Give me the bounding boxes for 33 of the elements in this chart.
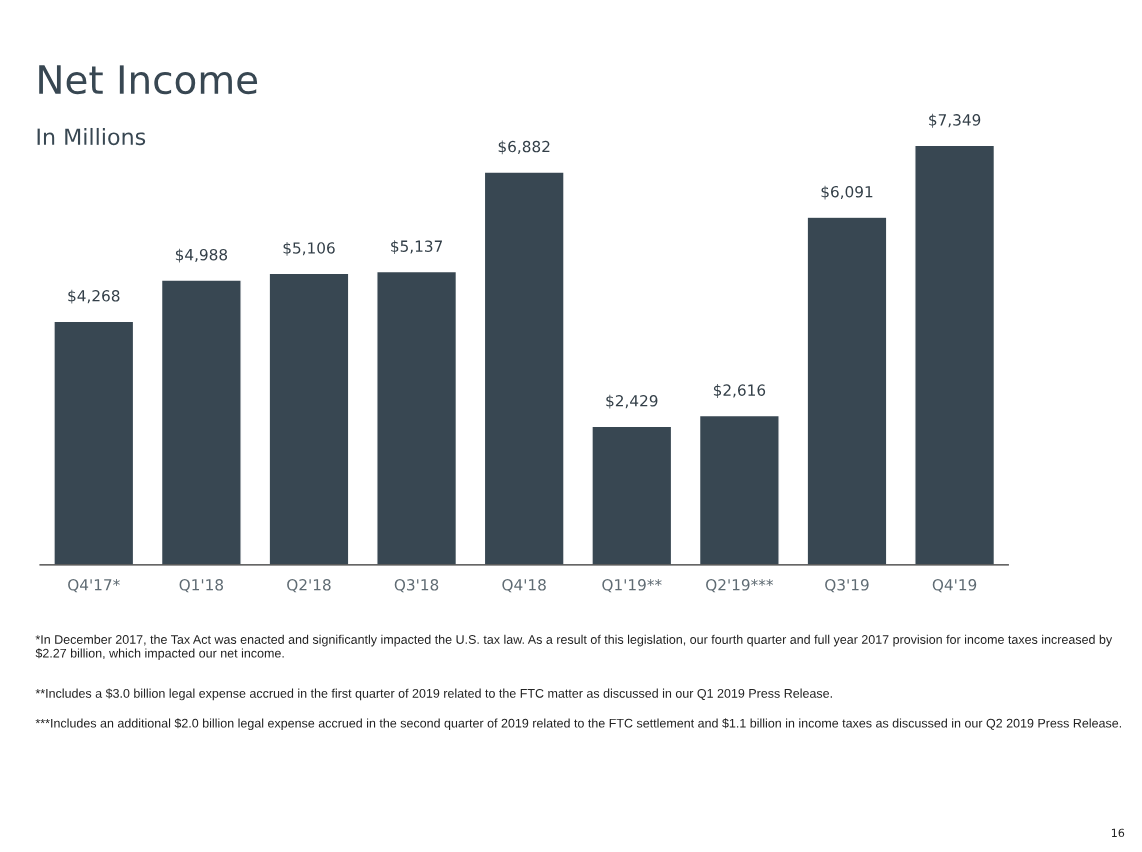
data-label: $2,429 — [606, 394, 658, 409]
text: **Includes a $3.0 billion legal expense accrued in the first quarter of 2019 related to the FTC matter as discussed in our Q1 2019 Press Release. — [35, 688, 832, 701]
bar — [806, 216, 888, 565]
text: *In December 2017, the Tax Act was enacted and significantly impacted the U.S. tax law. As a result of this legislation, our fourth quarter and full year 2017 provision for income taxes increased by $2.27 billion, which impacted our net income. — [35, 634, 1113, 661]
x-tick-label: Q2'18 — [287, 579, 331, 593]
data-label: $6,091 — [821, 185, 873, 200]
data-label: $4,268 — [68, 289, 120, 304]
chart-subtitle: In Millions — [37, 127, 146, 146]
bar — [268, 272, 350, 565]
x-tick-label: Q3'18 — [394, 579, 439, 593]
x-tick-label: Q4'19 — [932, 579, 977, 593]
data-label: $7,349 — [929, 113, 981, 128]
bar — [698, 414, 780, 565]
chart-title: Net Income — [39, 65, 258, 95]
x-tick-label: Q4'18 — [502, 579, 546, 593]
bar — [160, 279, 242, 565]
bar — [53, 320, 135, 565]
x-tick-label: Q3'19 — [825, 579, 869, 593]
bar — [591, 425, 673, 565]
x-tick-label: Q1'18 — [179, 579, 224, 593]
bar — [483, 171, 565, 565]
text: 16 — [1111, 828, 1125, 838]
data-label: $2,616 — [713, 384, 766, 398]
data-label: $6,882 — [498, 140, 550, 155]
x-tick-label: Q4'17* — [68, 579, 120, 593]
bar — [914, 144, 996, 565]
data-label: $5,106 — [283, 241, 335, 256]
x-tick-label: Q2'19*** — [706, 579, 774, 593]
text: ***Includes an additional $2.0 billion legal expense accrued in the second quarter of 2019 related to the FTC settlement and $1.1 billion in income taxes as discussed in our Q2 2019 Press Release. — [35, 718, 1122, 731]
data-label: $4,988 — [175, 248, 228, 263]
bar — [376, 270, 458, 565]
data-label: $5,137 — [391, 240, 442, 254]
x-tick-label: Q1'19** — [602, 579, 662, 593]
